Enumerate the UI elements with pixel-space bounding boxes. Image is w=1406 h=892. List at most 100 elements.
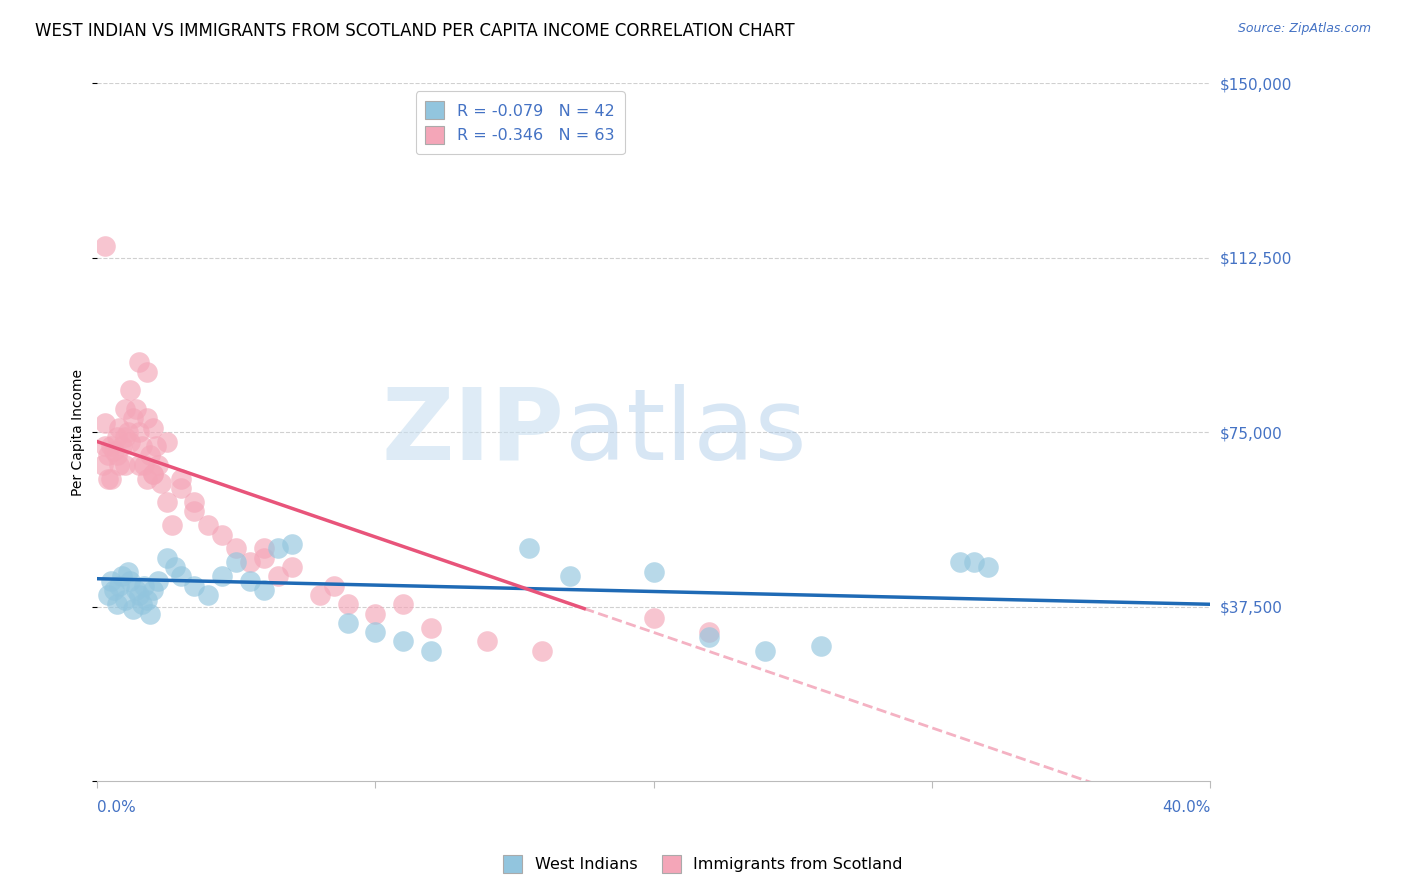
Point	[142, 467, 165, 481]
Text: ZIP: ZIP	[382, 384, 565, 481]
Point	[103, 583, 125, 598]
Point	[131, 439, 153, 453]
Point	[134, 458, 156, 472]
Point	[148, 574, 170, 588]
Point	[97, 472, 120, 486]
Point	[128, 425, 150, 440]
Point	[810, 639, 832, 653]
Point	[211, 527, 233, 541]
Text: 40.0%: 40.0%	[1163, 799, 1211, 814]
Point	[560, 569, 582, 583]
Point	[336, 615, 359, 630]
Point	[111, 439, 134, 453]
Point	[281, 560, 304, 574]
Point	[163, 560, 186, 574]
Text: Source: ZipAtlas.com: Source: ZipAtlas.com	[1237, 22, 1371, 36]
Point	[114, 458, 136, 472]
Point	[517, 541, 540, 556]
Point	[949, 556, 972, 570]
Legend: West Indians, Immigrants from Scotland: West Indians, Immigrants from Scotland	[496, 848, 910, 880]
Point	[100, 472, 122, 486]
Point	[239, 556, 262, 570]
Point	[211, 569, 233, 583]
Point	[108, 420, 131, 434]
Point	[131, 597, 153, 611]
Point	[122, 602, 145, 616]
Point	[111, 569, 134, 583]
Point	[108, 458, 131, 472]
Point	[94, 416, 117, 430]
Point	[225, 556, 247, 570]
Point	[392, 634, 415, 648]
Point	[197, 518, 219, 533]
Point	[148, 458, 170, 472]
Point	[963, 556, 986, 570]
Point	[128, 458, 150, 472]
Point	[420, 621, 443, 635]
Point	[531, 644, 554, 658]
Point	[156, 550, 179, 565]
Point	[253, 583, 276, 598]
Point	[197, 588, 219, 602]
Point	[136, 365, 159, 379]
Point	[105, 597, 128, 611]
Point	[117, 565, 139, 579]
Point	[392, 597, 415, 611]
Point	[125, 583, 148, 598]
Point	[281, 537, 304, 551]
Point	[120, 434, 142, 449]
Point	[239, 574, 262, 588]
Point	[142, 467, 165, 481]
Point	[136, 592, 159, 607]
Point	[253, 550, 276, 565]
Point	[977, 560, 1000, 574]
Point	[114, 430, 136, 444]
Point	[94, 239, 117, 253]
Point	[122, 411, 145, 425]
Point	[91, 458, 114, 472]
Point	[136, 411, 159, 425]
Point	[120, 384, 142, 398]
Point	[156, 495, 179, 509]
Point	[169, 481, 191, 495]
Point	[145, 439, 167, 453]
Point	[169, 472, 191, 486]
Point	[120, 574, 142, 588]
Point	[117, 425, 139, 440]
Point	[322, 579, 344, 593]
Legend: R = -0.079   N = 42, R = -0.346   N = 63: R = -0.079 N = 42, R = -0.346 N = 63	[416, 91, 624, 154]
Point	[105, 430, 128, 444]
Point	[136, 472, 159, 486]
Point	[169, 569, 191, 583]
Point	[103, 443, 125, 458]
Point	[142, 420, 165, 434]
Point	[97, 449, 120, 463]
Point	[100, 574, 122, 588]
Point	[114, 401, 136, 416]
Point	[183, 579, 205, 593]
Point	[183, 495, 205, 509]
Point	[364, 607, 387, 621]
Point	[150, 476, 173, 491]
Point	[139, 607, 162, 621]
Point	[128, 588, 150, 602]
Y-axis label: Per Capita Income: Per Capita Income	[72, 368, 86, 496]
Point	[267, 569, 290, 583]
Point	[97, 588, 120, 602]
Point	[134, 579, 156, 593]
Point	[142, 583, 165, 598]
Point	[114, 592, 136, 607]
Point	[336, 597, 359, 611]
Point	[160, 518, 183, 533]
Point	[108, 579, 131, 593]
Point	[225, 541, 247, 556]
Point	[643, 611, 665, 625]
Point	[156, 434, 179, 449]
Point	[105, 449, 128, 463]
Point	[128, 355, 150, 369]
Text: WEST INDIAN VS IMMIGRANTS FROM SCOTLAND PER CAPITA INCOME CORRELATION CHART: WEST INDIAN VS IMMIGRANTS FROM SCOTLAND …	[35, 22, 794, 40]
Point	[364, 625, 387, 640]
Text: atlas: atlas	[565, 384, 806, 481]
Point	[643, 565, 665, 579]
Point	[100, 439, 122, 453]
